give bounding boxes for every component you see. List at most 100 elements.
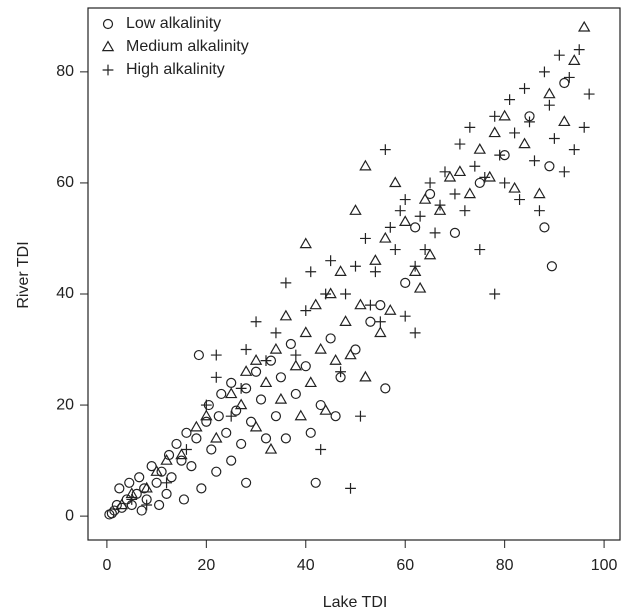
point xyxy=(156,466,167,477)
point xyxy=(124,477,135,488)
point xyxy=(186,461,197,472)
point xyxy=(269,342,283,354)
point xyxy=(210,349,222,361)
legend-label: Medium alkalinity xyxy=(126,38,249,55)
point xyxy=(544,161,555,172)
point xyxy=(498,109,511,121)
point xyxy=(389,244,401,255)
point xyxy=(577,20,591,32)
point xyxy=(374,326,387,338)
point xyxy=(309,298,322,310)
point xyxy=(210,431,223,443)
x-tick-label: 100 xyxy=(591,557,618,574)
point xyxy=(250,316,262,328)
point xyxy=(534,205,545,217)
point xyxy=(558,166,570,178)
point xyxy=(380,383,391,394)
point xyxy=(384,304,397,315)
point xyxy=(200,399,212,411)
point xyxy=(206,444,217,455)
point xyxy=(483,170,496,182)
point xyxy=(329,354,342,365)
point xyxy=(463,187,477,199)
point xyxy=(236,438,247,450)
point xyxy=(489,110,501,122)
point xyxy=(270,327,282,339)
point xyxy=(518,137,531,149)
point xyxy=(106,508,117,519)
legend-symbol xyxy=(101,40,115,52)
point xyxy=(409,327,421,339)
point xyxy=(196,483,207,494)
point xyxy=(290,388,301,400)
point xyxy=(231,405,242,416)
point xyxy=(150,465,163,476)
point xyxy=(176,455,187,466)
point xyxy=(235,382,247,394)
point xyxy=(345,482,356,494)
point xyxy=(578,121,590,133)
point xyxy=(334,265,347,276)
point xyxy=(200,409,213,421)
point xyxy=(519,83,530,94)
point xyxy=(241,477,252,488)
point xyxy=(409,260,421,272)
point xyxy=(359,159,372,171)
point xyxy=(193,349,204,361)
point xyxy=(539,222,550,233)
point xyxy=(115,498,129,510)
point xyxy=(344,348,357,360)
point xyxy=(369,254,382,265)
point xyxy=(131,488,142,500)
point xyxy=(151,477,162,488)
point xyxy=(504,94,516,106)
point xyxy=(408,265,422,276)
point xyxy=(365,299,376,311)
point xyxy=(314,342,327,354)
point xyxy=(224,387,238,399)
point xyxy=(359,370,372,382)
y-tick-label: 80 xyxy=(56,63,74,80)
y-tick-label: 60 xyxy=(56,174,74,191)
point xyxy=(280,277,292,289)
point xyxy=(325,255,337,267)
point xyxy=(553,49,565,61)
point xyxy=(114,483,125,494)
point xyxy=(310,477,321,488)
point xyxy=(439,166,451,178)
point xyxy=(275,372,287,383)
point xyxy=(315,444,327,455)
point xyxy=(414,210,426,222)
point xyxy=(339,315,352,326)
point xyxy=(161,477,172,489)
x-tick-label: 80 xyxy=(496,557,514,574)
point xyxy=(250,366,262,377)
point xyxy=(474,177,485,189)
point xyxy=(140,481,153,493)
point xyxy=(216,388,227,400)
point xyxy=(389,176,402,188)
point xyxy=(375,299,386,311)
point xyxy=(384,221,396,233)
point xyxy=(239,365,253,376)
point xyxy=(434,199,446,211)
point xyxy=(489,288,501,300)
point xyxy=(319,404,332,415)
y-tick-label: 20 xyxy=(56,396,74,413)
x-tick-label: 20 xyxy=(197,557,215,574)
point xyxy=(259,376,273,388)
point xyxy=(443,170,457,182)
point xyxy=(543,99,555,111)
point xyxy=(111,499,122,511)
point xyxy=(320,288,332,300)
point xyxy=(418,192,432,204)
point xyxy=(126,494,138,505)
point xyxy=(181,427,192,438)
point xyxy=(354,298,367,310)
x-tick-label: 40 xyxy=(297,557,315,574)
point xyxy=(360,233,371,244)
x-axis-title: Lake TDI xyxy=(323,594,388,611)
point xyxy=(474,244,486,255)
point xyxy=(171,438,182,450)
